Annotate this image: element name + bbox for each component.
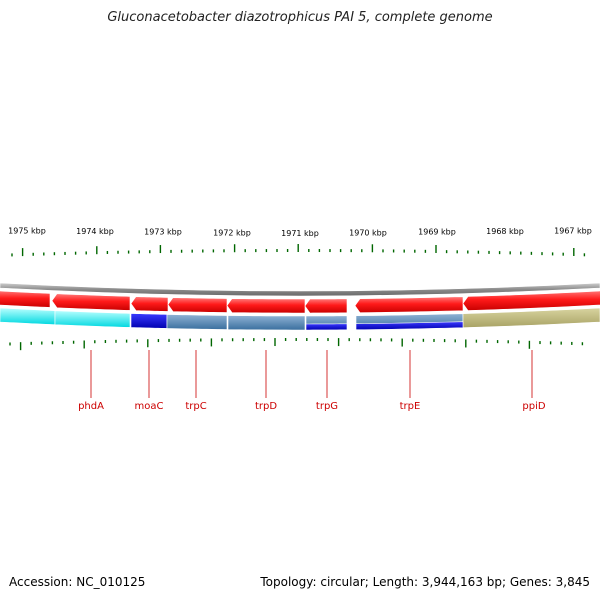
feature-segment-5: [227, 315, 306, 331]
gene-label-trpG: trpG: [316, 401, 338, 412]
gene-labels: phdA moaC trpC trpD trpG trpE ppiD: [78, 350, 546, 412]
ruler-label: 1970 kbp: [349, 228, 387, 237]
gene-label-trpE: trpE: [400, 401, 421, 412]
gene-label-moaC: moaC: [135, 401, 164, 412]
genome-backbone: [0, 282, 600, 297]
feature-segment-8: [462, 307, 600, 328]
feature-segment-2: [54, 310, 131, 328]
ruler-label: 1975 kbp: [8, 226, 46, 235]
gene-arrow-trpG: [304, 298, 348, 314]
ruler-label: 1974 kbp: [76, 227, 114, 236]
gene-arrow-trpD: [226, 298, 306, 314]
gene-label-trpD: trpD: [255, 401, 277, 412]
map-title: Gluconacetobacter diazotrophicus PAI 5, …: [107, 10, 493, 25]
feature-subsegment-2: [355, 321, 464, 331]
feature-segment-3: [130, 313, 168, 329]
gene-label-phdA: phdA: [78, 401, 104, 412]
feature-segment-1: [0, 307, 56, 325]
gene-arrow-trpE: [354, 296, 464, 313]
topology-label: Topology: circular; Length: 3,944,163 bp…: [260, 575, 590, 589]
gene-arrow-left-edge: [0, 290, 51, 308]
ruler-label: 1972 kbp: [213, 228, 251, 237]
gene-track: [0, 290, 600, 314]
accession-label: Accession: NC_010125: [9, 575, 146, 589]
ruler-label: 1973 kbp: [144, 228, 182, 237]
gene-arrow-ppiD: [462, 290, 600, 311]
feature-track: [0, 307, 600, 331]
gene-label-trpC: trpC: [185, 401, 206, 412]
gene-arrow-trpC: [167, 297, 228, 313]
ruler-label: 1971 kbp: [281, 229, 319, 238]
gene-arrow-moaC: [130, 296, 169, 312]
feature-segment-4: [166, 314, 228, 330]
gene-arrow-phdA: [51, 293, 131, 311]
ruler-ticks: [11, 244, 586, 257]
lower-ticks: [9, 338, 584, 351]
gene-label-ppiD: ppiD: [522, 401, 545, 412]
ruler-labels: 1975 kbp 1974 kbp 1973 kbp 1972 kbp 1971 kbp…: [8, 226, 592, 238]
ruler-label: 1968 kbp: [486, 227, 524, 236]
backbone-arc: [0, 282, 600, 297]
ruler-label: 1969 kbp: [418, 228, 456, 237]
ruler-label: 1967 kbp: [554, 226, 592, 235]
feature-subsegment-1: [305, 323, 348, 331]
